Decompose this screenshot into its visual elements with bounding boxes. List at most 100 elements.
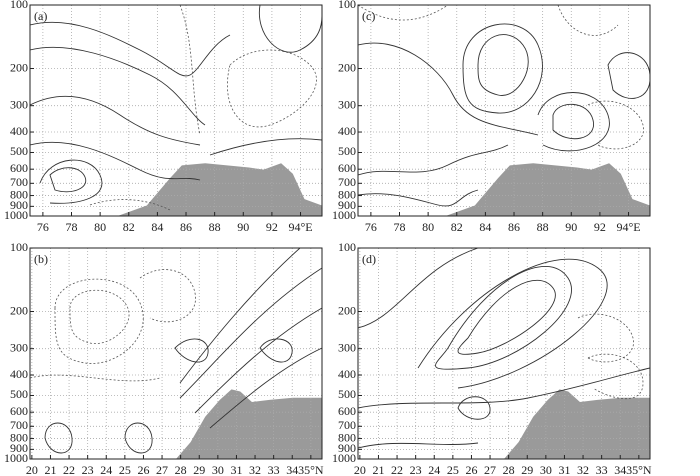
y-tick-label: 300 xyxy=(338,97,356,111)
x-tick-label: 94°E xyxy=(616,220,640,234)
y-tick-label: 700 xyxy=(10,175,28,189)
panel-label: (a) xyxy=(34,9,47,23)
y-tick-label: 500 xyxy=(10,144,28,158)
x-tick-label: 28 xyxy=(175,463,187,476)
x-tick-label: 21 xyxy=(372,463,384,476)
x-tick-label: 78 xyxy=(66,220,78,234)
x-tick-label: 31 xyxy=(558,463,570,476)
x-tick-label: 29 xyxy=(521,463,533,476)
x-tick-label: 27 xyxy=(156,463,168,476)
x-tick-label: 23 xyxy=(82,463,94,476)
contours xyxy=(358,248,650,449)
y-tick-label: 800 xyxy=(10,430,28,444)
x-tick-label: 32 xyxy=(577,463,589,476)
y-tick-label: 200 xyxy=(338,60,356,74)
plot-frame xyxy=(357,4,651,217)
panel-label: (d) xyxy=(362,252,376,266)
y-tick-label: 600 xyxy=(10,161,28,175)
y-tick-label: 700 xyxy=(10,418,28,432)
terrain xyxy=(117,163,322,216)
y-tick-label: 400 xyxy=(338,367,356,381)
x-tick-label: 82 xyxy=(123,220,135,234)
terrain xyxy=(504,389,650,459)
x-tick-label: 28 xyxy=(503,463,515,476)
y-tick-label: 1000 xyxy=(332,451,356,465)
x-tick-label: 27 xyxy=(484,463,496,476)
y-tick-label: 600 xyxy=(338,404,356,418)
plot-frame xyxy=(29,4,323,217)
y-tick-label: 200 xyxy=(338,303,356,317)
x-tick-label: 22 xyxy=(63,463,75,476)
x-tick-label: 26 xyxy=(137,463,149,476)
x-tick-label: 90 xyxy=(565,220,577,234)
x-tick-label: 82 xyxy=(451,220,463,234)
x-tick-label: 76 xyxy=(365,220,377,234)
x-tick-label: 23 xyxy=(410,463,422,476)
y-tick-label: 900 xyxy=(338,441,356,455)
x-tick-label: 88 xyxy=(537,220,549,234)
y-tick-label: 700 xyxy=(338,418,356,432)
x-tick-label: 80 xyxy=(94,220,106,234)
terrain xyxy=(445,163,650,216)
x-tick-label: 29 xyxy=(193,463,205,476)
contours xyxy=(358,5,650,207)
x-tick-label: 34 xyxy=(286,463,298,476)
y-tick-label: 800 xyxy=(338,430,356,444)
y-tick-label: 600 xyxy=(338,161,356,175)
x-tick-label: 76 xyxy=(37,220,49,234)
x-tick-label: 84 xyxy=(479,220,491,234)
x-tick-label: 84 xyxy=(151,220,163,234)
x-tick-label: 33 xyxy=(596,463,608,476)
y-tick-label: 600 xyxy=(10,404,28,418)
x-tick-label: 34 xyxy=(614,463,626,476)
x-tick-label: 20 xyxy=(354,463,366,476)
y-tick-label: 500 xyxy=(338,387,356,401)
panel-label: (b) xyxy=(34,252,48,266)
y-tick-label: 800 xyxy=(338,187,356,201)
plot-frame xyxy=(357,247,651,460)
y-tick-label: 100 xyxy=(10,240,28,254)
y-tick-label: 900 xyxy=(338,198,356,212)
y-tick-label: 800 xyxy=(10,187,28,201)
x-tick-label: 32 xyxy=(249,463,261,476)
y-tick-label: 300 xyxy=(338,340,356,354)
y-tick-label: 900 xyxy=(10,198,28,212)
y-tick-label: 100 xyxy=(338,240,356,254)
x-tick-label: 20 xyxy=(26,463,38,476)
y-tick-label: 900 xyxy=(10,441,28,455)
contours xyxy=(30,248,322,454)
x-tick-label: 78 xyxy=(394,220,406,234)
x-tick-label: 25 xyxy=(447,463,459,476)
x-tick-label: 92 xyxy=(594,220,606,234)
y-tick-label: 500 xyxy=(338,144,356,158)
y-tick-label: 100 xyxy=(338,0,356,11)
x-tick-label: 90 xyxy=(237,220,249,234)
y-tick-label: 1000 xyxy=(4,451,28,465)
y-tick-label: 400 xyxy=(10,124,28,138)
terrain xyxy=(176,389,322,459)
y-tick-label: 700 xyxy=(338,175,356,189)
x-tick-label: 22 xyxy=(391,463,403,476)
y-tick-label: 100 xyxy=(10,0,28,11)
y-tick-label: 400 xyxy=(10,367,28,381)
x-tick-label: 35°N xyxy=(626,463,652,476)
x-tick-label: 86 xyxy=(180,220,192,234)
x-tick-label: 88 xyxy=(209,220,221,234)
y-tick-label: 1000 xyxy=(332,208,356,222)
y-tick-label: 400 xyxy=(338,124,356,138)
x-tick-label: 21 xyxy=(44,463,56,476)
x-tick-label: 33 xyxy=(268,463,280,476)
x-tick-label: 31 xyxy=(230,463,242,476)
x-tick-label: 30 xyxy=(212,463,224,476)
x-tick-label: 30 xyxy=(540,463,552,476)
x-tick-label: 94°E xyxy=(288,220,312,234)
y-tick-label: 500 xyxy=(10,387,28,401)
x-tick-label: 86 xyxy=(508,220,520,234)
y-tick-label: 1000 xyxy=(4,208,28,222)
panel-label: (c) xyxy=(362,9,375,23)
